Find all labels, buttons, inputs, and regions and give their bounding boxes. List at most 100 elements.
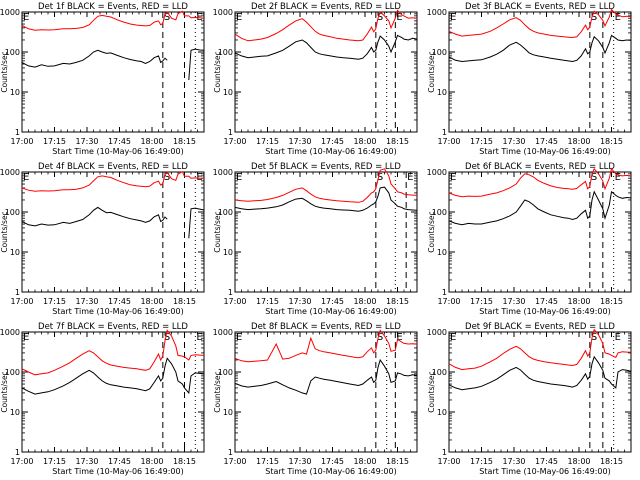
lld-series-line (21, 329, 205, 376)
marker-label: S (377, 172, 383, 183)
y-axis-label: Counts/sec (213, 371, 222, 412)
events-series-line (234, 186, 418, 212)
x-tick-label: 17:00 (223, 137, 246, 146)
x-tick-label: 17:00 (437, 457, 460, 466)
x-tick-label: 17:15 (43, 137, 66, 146)
plot-frame (448, 11, 632, 133)
y-axis-label: Counts/sec (0, 51, 9, 92)
x-tick-label: 17:15 (256, 297, 279, 306)
x-tick-label: 17:00 (437, 297, 460, 306)
lld-series-line (448, 8, 632, 39)
x-tick-label: 18:15 (173, 297, 196, 306)
panel-det-7: Det 7f BLACK = Events, RED = LLD 1 10 100 10… (0, 322, 205, 476)
chart-title: Det 6f BLACK = Events, RED = LLD (465, 162, 615, 172)
chart-title: Det 2f BLACK = Events, RED = LLD (251, 2, 401, 12)
x-tick-label: 17:00 (10, 297, 33, 306)
panel-det-1: Det 1f BLACK = Events, RED = LLD 1 10 100 10… (0, 2, 205, 156)
x-tick-label: 17:30 (502, 457, 525, 466)
y-axis-label: Counts/sec (0, 371, 9, 412)
x-tick-label: 17:30 (288, 137, 311, 146)
y-axis-label: Counts/sec (427, 211, 436, 252)
y-tick-label: 10 (437, 248, 447, 257)
plot-frame (234, 331, 418, 453)
x-tick-label: 18:15 (600, 457, 623, 466)
chart-title: Det 8f BLACK = Events, RED = LLD (251, 322, 401, 332)
x-tick-label: 17:15 (470, 137, 493, 146)
lld-series-line (21, 10, 205, 31)
events-series-line (234, 358, 418, 395)
x-tick-label: 18:15 (173, 457, 196, 466)
events-series-line (21, 206, 205, 239)
x-tick-label: 17:15 (43, 297, 66, 306)
y-tick-label: 1 (15, 288, 20, 297)
events-series-line (21, 357, 205, 395)
x-tick-label: 17:45 (535, 297, 558, 306)
y-tick-label: 10 (223, 248, 233, 257)
lld-series-line (448, 167, 632, 198)
panel-det-2: Det 2f BLACK = Events, RED = LLD 1 10 100 10… (213, 2, 418, 156)
y-tick-label: 10 (223, 408, 233, 417)
x-tick-label: 18:00 (140, 297, 163, 306)
marker-label: E (615, 332, 621, 343)
plot-frame (448, 331, 632, 453)
marker-label: S (377, 12, 383, 23)
marker-label: S (591, 12, 597, 23)
x-tick-label: 18:00 (353, 297, 376, 306)
x-tick-label: 18:00 (140, 457, 163, 466)
panel-det-8: Det 8f BLACK = Events, RED = LLD 1 10 100 10… (213, 322, 418, 476)
x-tick-label: 18:00 (567, 297, 590, 306)
y-tick-label: 1000 (427, 328, 447, 337)
x-axis-label: Start Time (10-May-06 16:49:00) (479, 307, 610, 316)
x-tick-label: 18:15 (386, 457, 409, 466)
plot-frame (21, 171, 205, 293)
panel-det-9: Det 9f BLACK = Events, RED = LLD 1 10 100 10… (427, 322, 632, 476)
x-tick-label: 17:45 (108, 297, 131, 306)
y-tick-label: 1000 (0, 8, 20, 17)
x-tick-label: 18:00 (567, 137, 590, 146)
marker-label: E (450, 172, 456, 183)
y-tick-label: 1000 (0, 168, 20, 177)
marker-label: E (196, 172, 202, 183)
y-tick-label: 100 (432, 368, 447, 377)
x-tick-label: 17:15 (256, 457, 279, 466)
x-axis-label: Start Time (10-May-06 16:49:00) (265, 307, 396, 316)
y-tick-label: 100 (218, 208, 233, 217)
x-tick-label: 17:45 (535, 137, 558, 146)
x-axis-label: Start Time (10-May-06 16:49:00) (265, 467, 396, 476)
y-tick-label: 100 (5, 368, 20, 377)
x-tick-label: 17:00 (10, 457, 33, 466)
y-axis-label: Counts/sec (213, 211, 222, 252)
y-axis-label: Counts/sec (213, 51, 222, 92)
x-tick-label: 17:30 (75, 457, 98, 466)
marker-label: E (450, 12, 456, 23)
x-tick-label: 17:30 (288, 297, 311, 306)
x-tick-label: 17:45 (321, 297, 344, 306)
x-tick-label: 17:00 (223, 297, 246, 306)
y-tick-label: 10 (223, 88, 233, 97)
x-axis-label: Start Time (10-May-06 16:49:00) (52, 147, 183, 156)
chart-title: Det 3f BLACK = Events, RED = LLD (465, 2, 615, 12)
marker-label: E (236, 332, 242, 343)
plot-frame (448, 171, 632, 293)
y-tick-label: 100 (218, 368, 233, 377)
x-axis-label: Start Time (10-May-06 16:49:00) (479, 467, 610, 476)
y-axis-label: Counts/sec (0, 211, 9, 252)
x-axis-label: Start Time (10-May-06 16:49:00) (479, 147, 610, 156)
x-tick-label: 17:30 (502, 137, 525, 146)
x-tick-label: 18:00 (353, 457, 376, 466)
y-tick-label: 10 (10, 408, 20, 417)
events-series-line (448, 190, 632, 226)
chart-title: Det 5f BLACK = Events, RED = LLD (251, 162, 401, 172)
y-tick-label: 10 (10, 248, 20, 257)
y-tick-label: 10 (437, 408, 447, 417)
chart-title: Det 9f BLACK = Events, RED = LLD (465, 322, 615, 332)
x-tick-label: 18:15 (600, 137, 623, 146)
marker-label: E (236, 172, 242, 183)
marker-label: E (23, 332, 29, 343)
x-tick-label: 17:15 (470, 297, 493, 306)
marker-label: S (377, 332, 383, 343)
x-tick-label: 17:30 (75, 297, 98, 306)
lld-series-line (448, 328, 632, 371)
y-tick-label: 100 (5, 208, 20, 217)
y-tick-label: 1 (228, 288, 233, 297)
